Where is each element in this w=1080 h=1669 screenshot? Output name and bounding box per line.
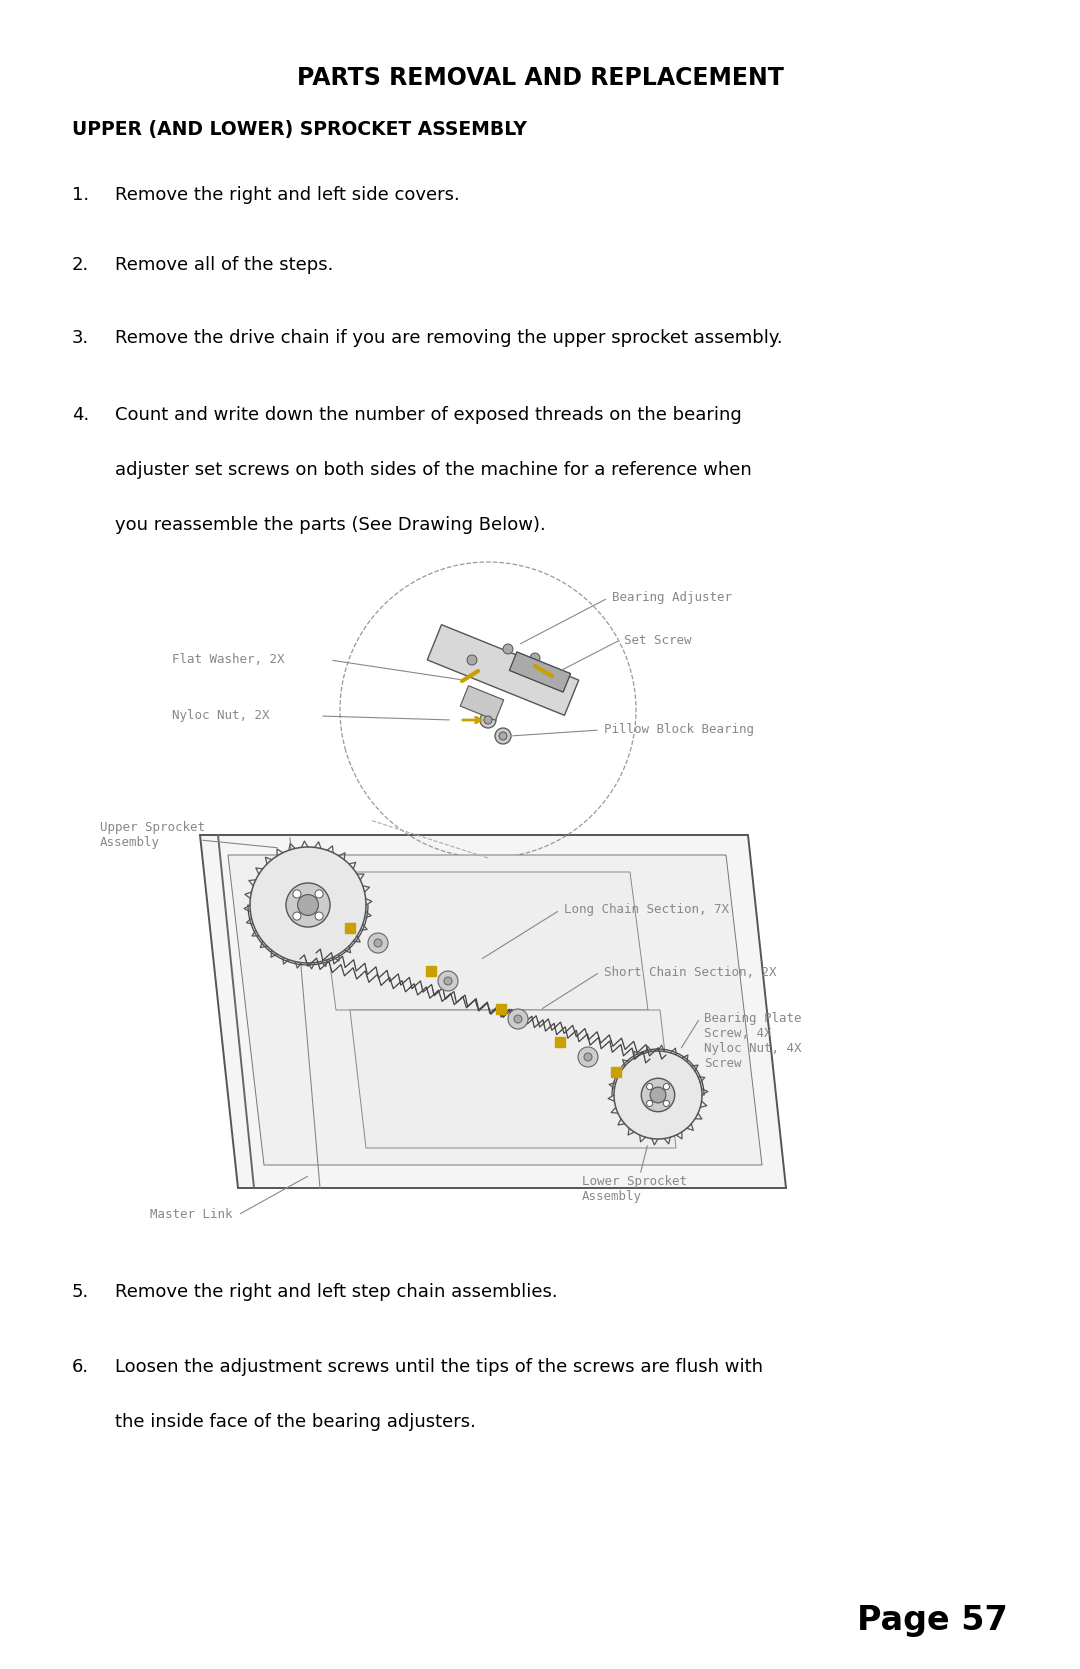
Polygon shape xyxy=(510,653,570,693)
Circle shape xyxy=(615,1051,702,1138)
Text: PARTS REMOVAL AND REPLACEMENT: PARTS REMOVAL AND REPLACEMENT xyxy=(297,67,783,90)
Circle shape xyxy=(642,1078,675,1112)
Text: Page 57: Page 57 xyxy=(858,1604,1008,1637)
Polygon shape xyxy=(318,871,648,1010)
Text: Set Screw: Set Screw xyxy=(624,634,691,646)
Polygon shape xyxy=(200,834,786,1188)
Text: Bearing Plate
Screw, 4X
Nyloc Nut, 4X
Screw: Bearing Plate Screw, 4X Nyloc Nut, 4X Sc… xyxy=(704,1011,801,1070)
Circle shape xyxy=(647,1100,652,1107)
Text: Flat Washer, 2X: Flat Washer, 2X xyxy=(172,654,284,666)
Text: Remove the right and left step chain assemblies.: Remove the right and left step chain ass… xyxy=(114,1283,557,1302)
Text: Loosen the adjustment screws until the tips of the screws are flush with: Loosen the adjustment screws until the t… xyxy=(114,1359,762,1375)
Circle shape xyxy=(647,1083,652,1090)
Circle shape xyxy=(503,644,513,654)
Text: 6.: 6. xyxy=(72,1359,90,1375)
Text: Master Link: Master Link xyxy=(150,1208,232,1222)
Circle shape xyxy=(584,1053,592,1061)
Circle shape xyxy=(484,716,492,724)
Circle shape xyxy=(480,713,496,728)
Text: Remove all of the steps.: Remove all of the steps. xyxy=(114,255,334,274)
Text: UPPER (AND LOWER) SPROCKET ASSEMBLY: UPPER (AND LOWER) SPROCKET ASSEMBLY xyxy=(72,120,527,140)
Circle shape xyxy=(495,728,511,744)
Text: the inside face of the bearing adjusters.: the inside face of the bearing adjusters… xyxy=(114,1414,476,1430)
Circle shape xyxy=(293,890,301,898)
Text: 3.: 3. xyxy=(72,329,90,347)
Circle shape xyxy=(293,911,301,920)
Circle shape xyxy=(663,1100,670,1107)
Text: 4.: 4. xyxy=(72,406,90,424)
Circle shape xyxy=(315,911,323,920)
Text: Pillow Block Bearing: Pillow Block Bearing xyxy=(604,723,754,736)
Polygon shape xyxy=(350,1010,676,1148)
Circle shape xyxy=(368,933,388,953)
Circle shape xyxy=(530,653,540,663)
Circle shape xyxy=(315,890,323,898)
Text: 2.: 2. xyxy=(72,255,90,274)
Circle shape xyxy=(499,733,507,739)
Polygon shape xyxy=(428,624,579,716)
Text: adjuster set screws on both sides of the machine for a reference when: adjuster set screws on both sides of the… xyxy=(114,461,752,479)
Text: Upper Sprocket
Assembly: Upper Sprocket Assembly xyxy=(100,821,205,850)
Polygon shape xyxy=(460,686,503,721)
Text: Bearing Adjuster: Bearing Adjuster xyxy=(612,591,732,604)
Text: Remove the drive chain if you are removing the upper sprocket assembly.: Remove the drive chain if you are removi… xyxy=(114,329,783,347)
Circle shape xyxy=(650,1087,666,1103)
Text: Remove the right and left side covers.: Remove the right and left side covers. xyxy=(114,185,460,204)
Text: 5.: 5. xyxy=(72,1283,90,1302)
Text: Count and write down the number of exposed threads on the bearing: Count and write down the number of expos… xyxy=(114,406,742,424)
Text: Short Chain Section, 2X: Short Chain Section, 2X xyxy=(604,965,777,978)
Text: you reassemble the parts (See Drawing Below).: you reassemble the parts (See Drawing Be… xyxy=(114,516,545,534)
Circle shape xyxy=(508,1010,528,1030)
Circle shape xyxy=(249,846,366,963)
Circle shape xyxy=(514,1015,522,1023)
Circle shape xyxy=(286,883,330,926)
Circle shape xyxy=(374,940,382,946)
Circle shape xyxy=(578,1046,598,1066)
Text: Nyloc Nut, 2X: Nyloc Nut, 2X xyxy=(172,709,270,723)
Circle shape xyxy=(438,971,458,991)
Text: Long Chain Section, 7X: Long Chain Section, 7X xyxy=(564,903,729,916)
Text: Lower Sprocket
Assembly: Lower Sprocket Assembly xyxy=(582,1175,687,1203)
Circle shape xyxy=(663,1083,670,1090)
Circle shape xyxy=(298,895,319,915)
Circle shape xyxy=(467,654,477,664)
Text: 1.: 1. xyxy=(72,185,90,204)
Polygon shape xyxy=(228,855,762,1165)
Circle shape xyxy=(444,976,453,985)
